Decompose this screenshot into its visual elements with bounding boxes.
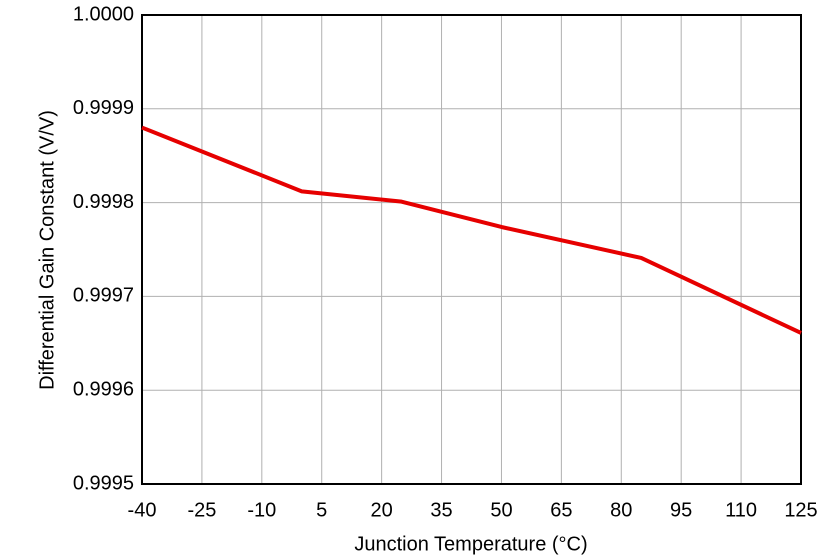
data-line [141, 125, 802, 335]
y-tick-label: 0.9999 [73, 97, 134, 119]
x-tick-label: 125 [784, 499, 817, 521]
x-tick-label: -40 [128, 499, 157, 521]
y-tick-label: 0.9997 [73, 285, 134, 307]
x-tick-label: 50 [490, 499, 512, 521]
x-tick-label: 65 [550, 499, 572, 521]
x-tick-label: 20 [371, 499, 393, 521]
y-tick-label: 0.9996 [73, 378, 134, 400]
x-tick-label: 95 [670, 499, 692, 521]
plot-frame [141, 14, 802, 485]
x-tick-label: 110 [725, 499, 757, 521]
x-tick-label: -25 [187, 499, 216, 521]
y-tick-label: 0.9995 [73, 472, 134, 494]
y-tick-label: 0.9998 [73, 191, 134, 213]
x-tick-label: -10 [247, 499, 276, 521]
x-tick-label: 35 [430, 499, 452, 521]
y-tick-label: 1.0000 [73, 3, 134, 25]
x-tick-label: 80 [610, 499, 632, 521]
y-axis-label: Differential Gain Constant (V/V) [36, 110, 58, 390]
x-axis-label: Junction Temperature (°C) [354, 533, 587, 555]
x-tick-label: 5 [316, 499, 327, 521]
